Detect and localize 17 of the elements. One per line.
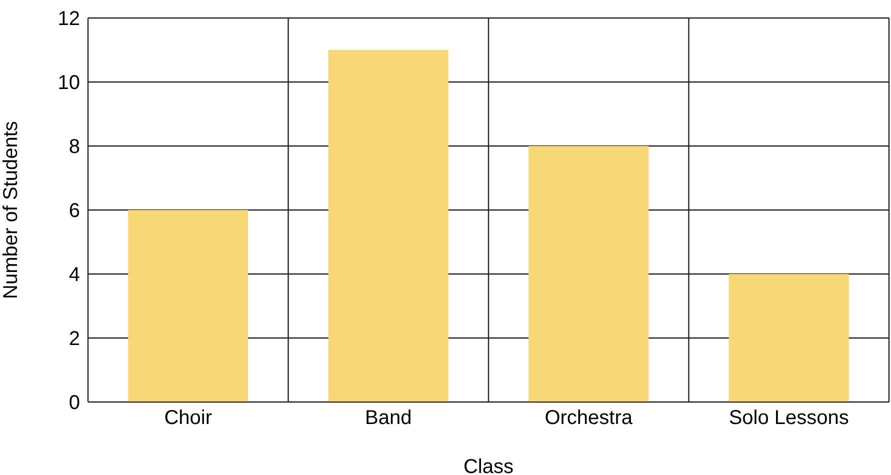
y-axis-title: Number of Students: [0, 121, 22, 299]
x-tick-label: Orchestra: [544, 407, 634, 430]
x-tick-label: Choir: [164, 407, 212, 430]
bar: [328, 50, 448, 402]
x-tick-label: Band: [365, 407, 412, 430]
y-tick-label: 2: [68, 328, 80, 350]
bar: [128, 210, 248, 402]
bar: [528, 146, 649, 402]
x-tick-label: Solo Lessons: [728, 407, 849, 430]
y-tick-label: 4: [68, 264, 80, 286]
y-tick-label: 12: [58, 8, 80, 30]
y-tick-label: 8: [68, 136, 80, 158]
bar: [728, 274, 849, 402]
x-axis-title: Class: [463, 456, 514, 475]
y-tick-label: 10: [58, 72, 80, 94]
y-tick-label: 0: [68, 392, 80, 414]
y-tick-label: 6: [68, 200, 80, 222]
